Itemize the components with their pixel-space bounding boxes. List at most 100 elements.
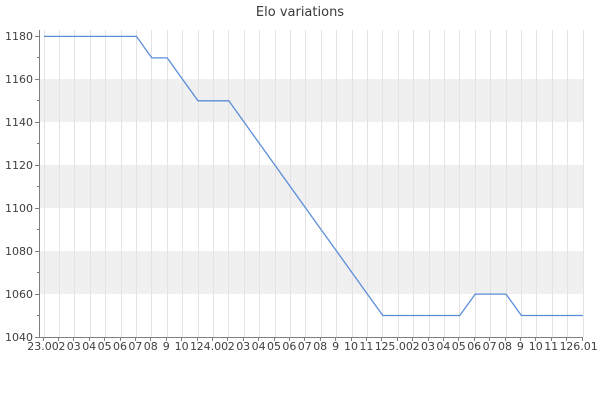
y-tick-label: 1120 [5,158,33,172]
x-tick-label: 04 [251,340,266,353]
vertical-gridline [274,30,276,337]
y-minor-tick-mark [37,143,39,145]
vertical-gridline [151,30,153,337]
x-tick-mark [519,338,521,341]
vertical-gridline [89,30,91,337]
x-tick-mark [88,338,90,341]
vertical-gridline [305,30,307,337]
y-minor-tick-mark [37,229,39,231]
y-tick-label: 1140 [5,115,33,129]
x-tick-mark [473,338,475,341]
vertical-gridline [459,30,461,337]
elo-line-path [44,35,583,317]
x-tick-label: 05 [267,340,281,353]
vertical-gridline [105,30,107,337]
y-tick-label: 1060 [5,287,33,301]
y-tick-mark [35,164,39,166]
vertical-gridline [382,30,384,337]
x-tick-mark [504,338,506,341]
y-tick-label: 1180 [5,29,33,43]
y-minor-tick-mark [37,315,39,317]
x-tick-mark [42,338,44,341]
y-tick-mark [35,121,39,123]
x-tick-mark [73,338,75,341]
vertical-gridline [351,30,353,337]
x-tick-mark [412,338,414,341]
vertical-gridline [505,30,507,337]
vertical-gridline [474,30,476,337]
x-tick-mark [273,338,275,341]
x-tick-label: 10 [344,340,358,353]
x-tick-mark [458,338,460,341]
x-tick-mark [350,338,352,341]
y-tick-mark [35,78,39,80]
x-tick-label: 07 [297,340,312,353]
chart-title: Elo variations [255,5,345,20]
x-tick-label: 10 [174,340,189,353]
x-tick-mark [165,338,167,341]
vertical-gridline [443,30,445,337]
x-tick-label: 07 [482,340,497,353]
x-tick-label: 9 [516,340,524,353]
vertical-gridline [536,30,538,337]
x-tick-label: 06 [282,340,297,353]
y-minor-tick-mark [37,272,39,274]
x-tick-label: 05 [451,340,466,353]
vertical-gridline [182,30,184,337]
vertical-gridline [320,30,322,337]
x-tick-label: 06 [113,340,127,353]
y-tick-label: 1100 [5,201,33,215]
y-minor-tick-mark [37,100,39,102]
x-tick-label: 25.00 [381,340,413,353]
vertical-gridline [428,30,430,337]
x-tick-mark [335,338,337,341]
x-tick-mark [258,338,260,341]
shaded-band [40,79,583,123]
x-tick-label: 23.00 [27,340,59,353]
x-tick-mark [396,338,398,341]
x-tick-mark [134,338,136,341]
x-tick-label: 26.01 [566,340,598,353]
shaded-band [40,251,583,295]
x-tick-label: 03 [66,340,81,353]
y-tick-mark [35,336,39,338]
vertical-gridline [567,30,569,337]
x-tick-mark [381,338,383,341]
plot-area [39,30,584,338]
x-tick-label: 03 [236,340,251,353]
x-tick-label: 10 [528,340,543,353]
shaded-band [40,165,583,209]
vertical-gridline [336,30,338,337]
x-tick-label: 07 [128,340,143,353]
x-tick-mark [288,338,290,341]
y-tick-label: 1040 [5,330,33,344]
vertical-gridline [166,30,168,337]
x-tick-label: 11 [544,340,559,353]
vertical-gridline [289,30,291,337]
x-tick-mark [181,338,183,341]
x-tick-mark [57,338,59,341]
y-tick-mark [35,35,39,37]
x-tick-mark [211,338,213,341]
y-minor-tick-mark [37,57,39,59]
x-tick-mark [365,338,367,341]
x-tick-mark [535,338,537,341]
vertical-gridline [197,30,199,337]
vertical-gridline [490,30,492,337]
y-tick-label: 1160 [5,72,33,86]
x-tick-label: 08 [313,340,328,353]
vertical-gridline [582,30,584,337]
x-tick-mark [242,338,244,341]
elo-line [44,35,583,317]
x-tick-label: 11 [359,340,374,353]
vertical-gridline [212,30,214,337]
x-tick-mark [442,338,444,341]
x-tick-label: 04 [436,340,451,353]
x-tick-label: 04 [82,340,97,353]
x-tick-mark [489,338,491,341]
vertical-gridline [520,30,522,337]
vertical-gridline [366,30,368,337]
vertical-gridline [58,30,60,337]
x-tick-mark [566,338,568,341]
x-tick-label: 9 [332,340,340,353]
